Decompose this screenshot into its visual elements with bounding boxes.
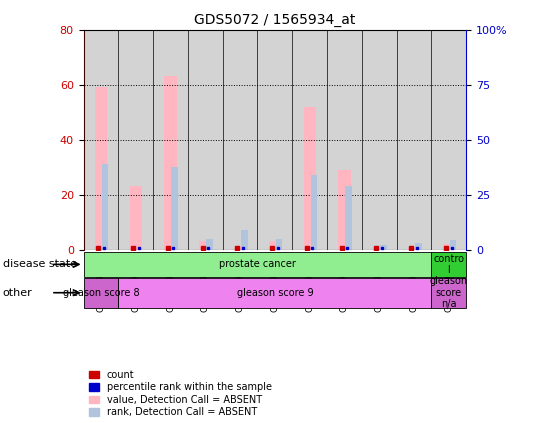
Bar (223, 30, 258, 250)
Bar (443, 244, 455, 250)
Bar (415, 243, 421, 250)
Bar (450, 240, 457, 250)
Bar (84, 30, 119, 250)
Bar (171, 167, 178, 250)
Bar (102, 165, 108, 250)
Bar (338, 170, 350, 250)
Bar (206, 239, 213, 250)
Bar (292, 30, 327, 250)
Text: other: other (3, 288, 32, 298)
Bar (258, 30, 292, 250)
Text: contro
l: contro l (433, 253, 464, 275)
Text: prostate cancer: prostate cancer (219, 259, 296, 269)
Text: gleason score 8: gleason score 8 (63, 288, 139, 298)
Bar (119, 30, 153, 250)
Bar (373, 248, 385, 250)
Legend: count, percentile rank within the sample, value, Detection Call = ABSENT, rank, : count, percentile rank within the sample… (88, 369, 273, 418)
Bar (199, 242, 211, 250)
Bar (310, 176, 317, 250)
Bar (269, 242, 281, 250)
Title: GDS5072 / 1565934_at: GDS5072 / 1565934_at (194, 13, 356, 27)
Bar (431, 30, 466, 250)
Bar (84, 278, 119, 308)
Bar (408, 248, 420, 250)
Text: disease state: disease state (3, 259, 77, 269)
Bar (327, 30, 362, 250)
Bar (164, 77, 177, 250)
Bar (95, 88, 107, 250)
Bar (431, 278, 466, 308)
Bar (431, 252, 466, 277)
Bar (241, 231, 247, 250)
Bar (362, 30, 397, 250)
Bar (130, 187, 142, 250)
Text: gleason
score
n/a: gleason score n/a (430, 276, 468, 309)
Bar (188, 30, 223, 250)
Bar (234, 247, 246, 250)
Bar (303, 107, 316, 250)
Bar (119, 278, 431, 308)
Bar (276, 239, 282, 250)
Bar (153, 30, 188, 250)
Bar (345, 187, 352, 250)
Bar (380, 245, 387, 250)
Bar (397, 30, 431, 250)
Text: gleason score 9: gleason score 9 (237, 288, 313, 298)
